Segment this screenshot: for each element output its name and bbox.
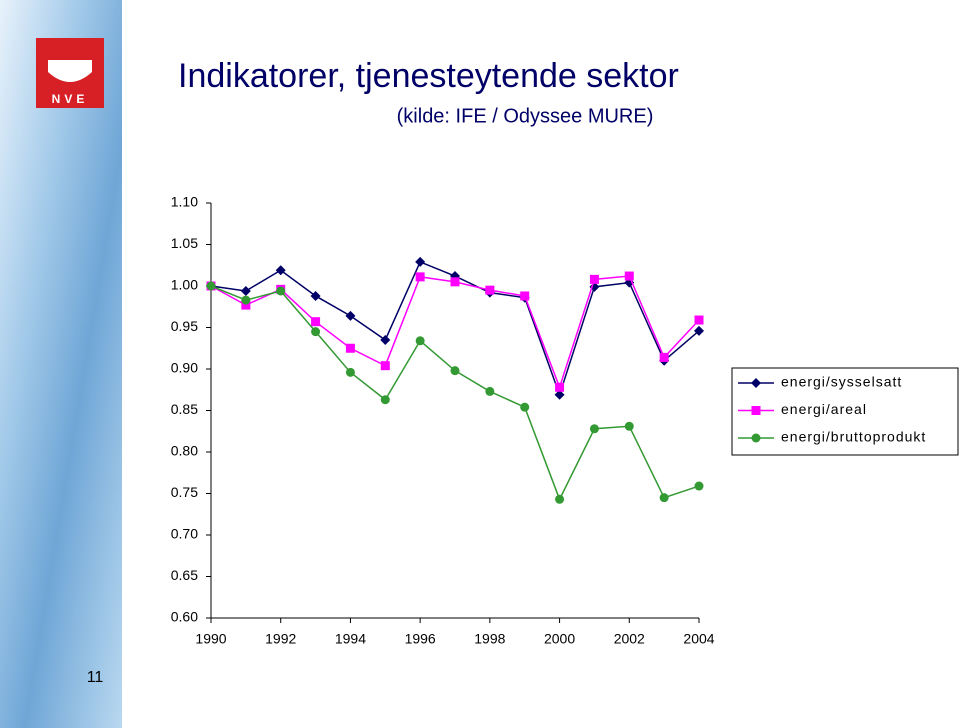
- logo: NVE: [36, 38, 104, 108]
- series-line: [210, 285, 700, 502]
- data-point: [520, 402, 530, 412]
- y-tick-label: 0.75: [171, 484, 198, 500]
- logo-text: NVE: [52, 92, 89, 106]
- y-tick-label: 1.10: [171, 194, 198, 210]
- data-point: [659, 493, 669, 503]
- y-tick-label: 0.95: [171, 318, 198, 334]
- data-point: [380, 334, 391, 345]
- data-point: [345, 343, 355, 353]
- data-point: [345, 310, 356, 321]
- y-tick-label: 0.70: [171, 526, 198, 542]
- data-point: [450, 366, 460, 376]
- y-tick-label: 0.85: [171, 401, 198, 417]
- data-point: [450, 277, 460, 287]
- data-point: [589, 424, 599, 434]
- data-point: [520, 291, 530, 301]
- legend-marker: [751, 378, 761, 388]
- data-point: [659, 352, 669, 362]
- legend-label: energi/bruttoprodukt: [781, 429, 926, 445]
- data-point: [311, 317, 321, 327]
- x-tick-label: 2002: [614, 631, 645, 647]
- data-point: [415, 256, 426, 267]
- data-point: [310, 290, 321, 301]
- data-point: [554, 389, 565, 400]
- y-tick-label: 0.80: [171, 443, 198, 459]
- y-tick-label: 0.60: [171, 609, 198, 625]
- y-tick-label: 0.65: [171, 567, 198, 583]
- data-point: [694, 315, 704, 325]
- x-tick-label: 1990: [195, 631, 226, 647]
- data-point: [241, 295, 251, 305]
- x-tick-label: 2000: [544, 631, 575, 647]
- data-point: [485, 285, 495, 295]
- data-point: [241, 300, 251, 310]
- data-point: [206, 281, 216, 291]
- x-tick-label: 2004: [683, 631, 714, 647]
- data-point: [694, 325, 704, 336]
- x-tick-label: 1992: [265, 631, 296, 647]
- data-point: [624, 271, 634, 281]
- chart-title: Indikatorer, tjenesteytende sektor: [178, 57, 679, 95]
- x-tick-label: 1998: [474, 631, 505, 647]
- data-point: [589, 274, 599, 284]
- x-tick-label: 1994: [335, 631, 366, 647]
- data-point: [415, 272, 425, 282]
- legend-label: energi/sysselsatt: [781, 374, 902, 390]
- legend-marker: [751, 406, 761, 415]
- legend-label: energi/areal: [781, 401, 867, 417]
- data-point: [555, 494, 565, 504]
- x-tick-label: 1996: [405, 631, 436, 647]
- logo-emblem: [48, 60, 92, 82]
- data-point: [380, 361, 390, 371]
- data-point: [555, 382, 565, 392]
- data-point: [311, 327, 321, 337]
- y-tick-label: 0.90: [171, 360, 198, 376]
- data-point: [624, 421, 634, 431]
- data-point: [345, 367, 355, 377]
- data-point: [415, 336, 425, 346]
- side-strip: [0, 0, 122, 728]
- data-point: [485, 386, 495, 396]
- data-point: [694, 481, 704, 491]
- y-tick-label: 1.05: [171, 235, 198, 251]
- data-point: [276, 286, 286, 296]
- legend-marker: [751, 433, 761, 443]
- data-point: [240, 285, 251, 296]
- y-tick-label: 1.00: [171, 277, 198, 293]
- data-point: [275, 265, 286, 276]
- data-point: [380, 395, 390, 405]
- page-number: 11: [87, 669, 104, 686]
- chart-subtitle: (kilde: IFE / Odyssee MURE): [397, 105, 654, 127]
